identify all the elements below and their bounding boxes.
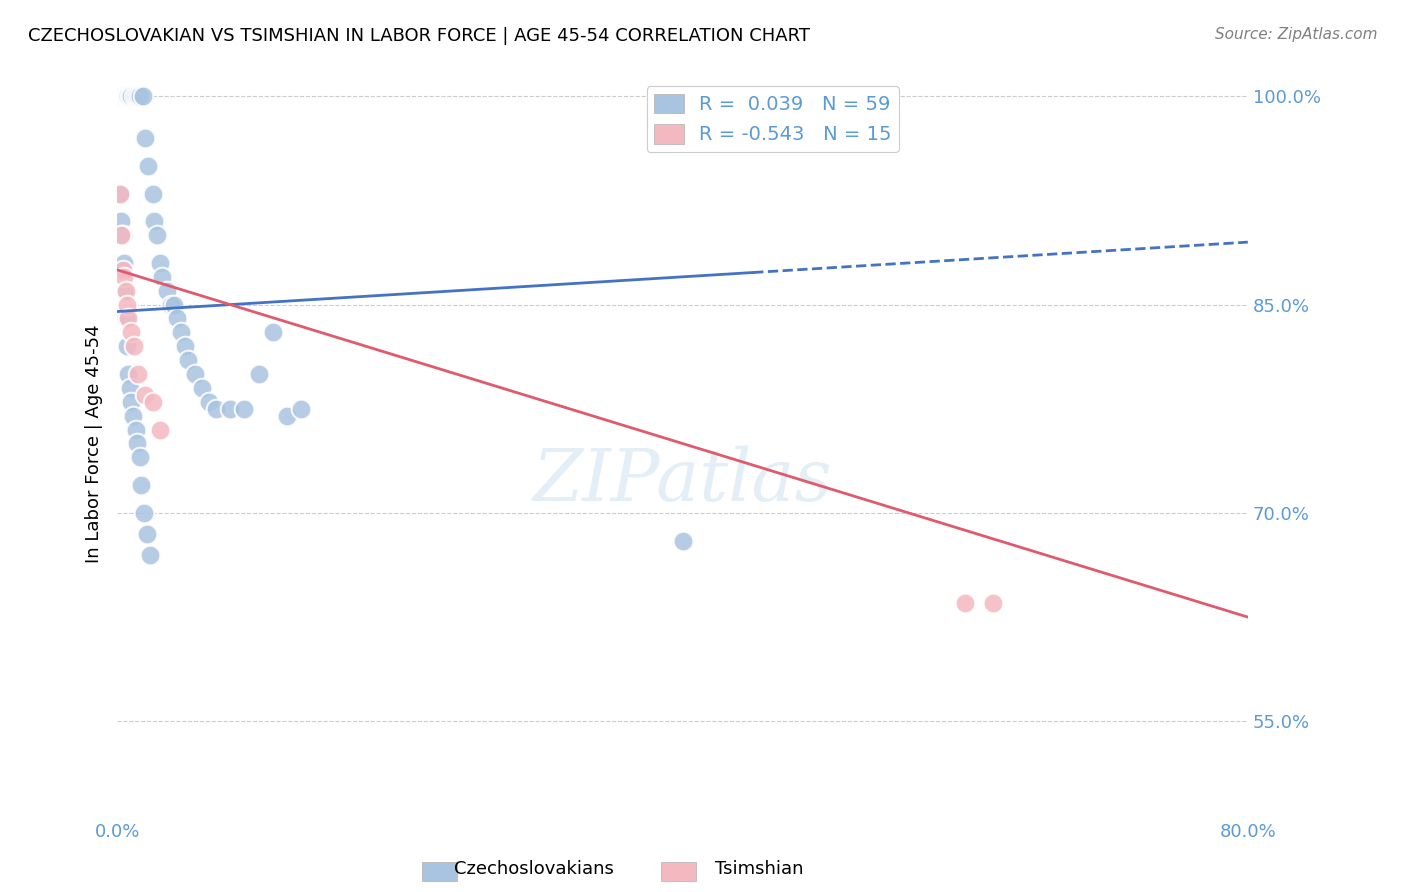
Point (129, 478, 152, 492)
Point (108, 89, 131, 103)
Point (124, 89, 146, 103)
Point (132, 506, 155, 520)
Point (117, 89, 139, 103)
Point (233, 401, 256, 416)
Point (115, 89, 138, 103)
Point (108, 186, 131, 201)
Point (953, 596, 976, 610)
Point (184, 367, 207, 381)
Point (115, 89, 138, 103)
Point (120, 89, 142, 103)
Point (127, 89, 149, 103)
Point (177, 353, 200, 368)
Point (174, 339, 197, 353)
Point (134, 131, 156, 145)
Point (141, 186, 163, 201)
Point (127, 367, 149, 381)
Point (112, 256, 135, 270)
Point (111, 263, 134, 277)
Point (117, 367, 139, 381)
Point (111, 89, 134, 103)
Point (110, 228, 132, 243)
Point (160, 297, 183, 311)
Point (122, 89, 145, 103)
Point (121, 409, 143, 423)
Point (114, 89, 136, 103)
Text: CZECHOSLOVAKIAN VS TSIMSHIAN IN LABOR FORCE | AGE 45-54 CORRELATION CHART: CZECHOSLOVAKIAN VS TSIMSHIAN IN LABOR FO… (28, 27, 810, 45)
Point (149, 256, 172, 270)
Point (198, 394, 221, 409)
Legend: R =  0.039   N = 59, R = -0.543   N = 15: R = 0.039 N = 59, R = -0.543 N = 15 (647, 86, 900, 152)
Point (135, 526, 157, 541)
Point (122, 339, 145, 353)
Point (205, 401, 228, 416)
Point (128, 89, 150, 103)
Point (671, 533, 693, 548)
Point (124, 423, 146, 437)
Point (112, 269, 135, 284)
Point (170, 326, 193, 340)
Point (110, 186, 132, 201)
Point (110, 214, 132, 228)
Point (141, 394, 163, 409)
Point (120, 326, 142, 340)
Point (111, 228, 134, 243)
Text: Source: ZipAtlas.com: Source: ZipAtlas.com (1215, 27, 1378, 42)
Point (114, 284, 136, 298)
Point (112, 89, 135, 103)
Point (125, 436, 148, 450)
Point (276, 409, 298, 423)
Point (163, 297, 186, 311)
Point (136, 159, 159, 173)
Point (131, 89, 153, 103)
Point (117, 311, 139, 326)
Y-axis label: In Labor Force | Age 45-54: In Labor Force | Age 45-54 (86, 324, 103, 563)
Point (290, 401, 312, 416)
Text: Czechoslovakians: Czechoslovakians (454, 860, 614, 878)
Point (149, 423, 172, 437)
Point (120, 394, 142, 409)
Point (191, 381, 214, 395)
Point (115, 297, 138, 311)
Point (115, 339, 138, 353)
Text: ZIPatlas: ZIPatlas (533, 446, 832, 516)
Point (111, 89, 134, 103)
Point (219, 401, 242, 416)
Point (145, 228, 167, 243)
Point (142, 214, 165, 228)
Point (112, 284, 135, 298)
Point (166, 311, 188, 326)
Point (128, 450, 150, 465)
Point (138, 548, 160, 562)
Point (156, 284, 179, 298)
Point (983, 596, 1005, 610)
Point (134, 388, 156, 402)
Point (114, 89, 136, 103)
Point (114, 311, 136, 326)
Point (118, 381, 141, 395)
Point (152, 269, 174, 284)
Point (118, 89, 141, 103)
Point (247, 367, 270, 381)
Text: Tsimshian: Tsimshian (716, 860, 803, 878)
Point (262, 326, 284, 340)
